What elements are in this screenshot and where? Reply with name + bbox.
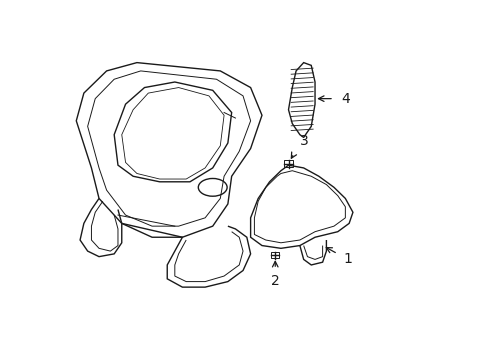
Bar	[270, 252, 279, 258]
Text: 2: 2	[270, 274, 279, 288]
Text: 3: 3	[299, 134, 308, 148]
Text: 1: 1	[343, 252, 352, 266]
Text: 4: 4	[341, 92, 349, 105]
Bar	[283, 160, 293, 167]
